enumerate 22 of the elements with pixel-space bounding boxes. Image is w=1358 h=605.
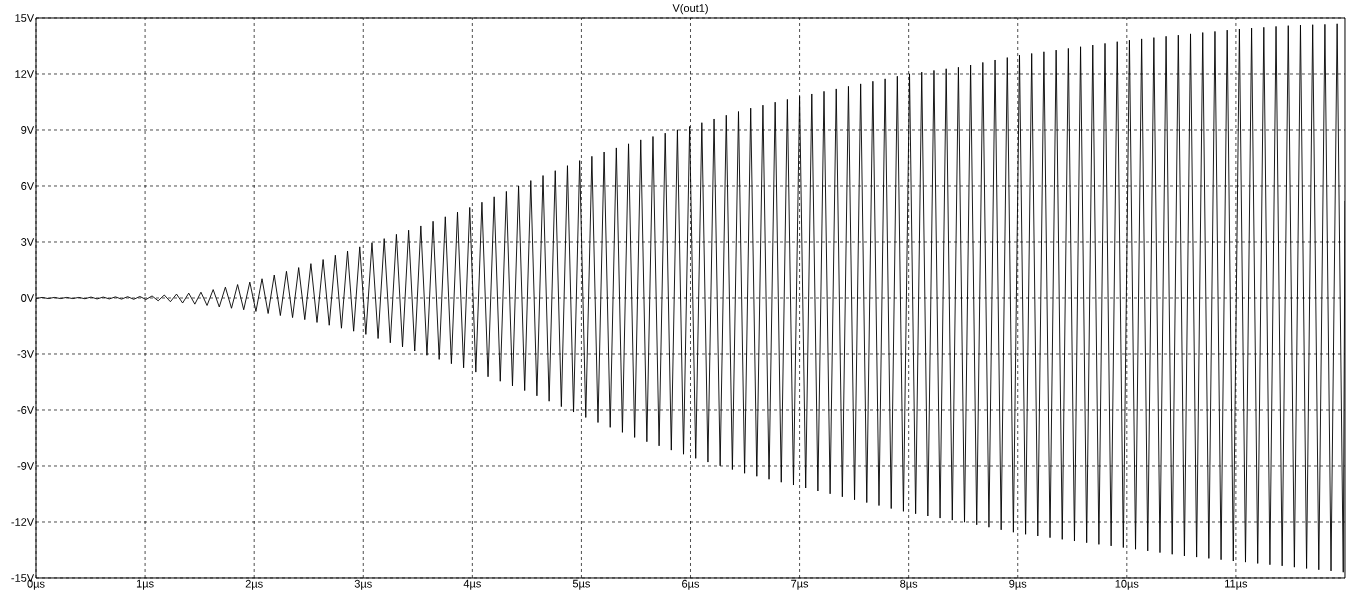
y-tick-label: 6V bbox=[21, 182, 35, 190]
x-tick-label: 11µs bbox=[1225, 579, 1248, 590]
x-tick-label: 2µs bbox=[245, 579, 263, 590]
x-tick-label: 10µs bbox=[1115, 579, 1139, 590]
chart-title: V(out1) bbox=[672, 3, 708, 15]
y-tick-label: 0V bbox=[21, 294, 35, 302]
x-tick-label: 6µs bbox=[682, 579, 700, 590]
y-tick-label: 9V bbox=[21, 126, 35, 134]
y-tick-label: -9V bbox=[17, 462, 35, 470]
x-tick-label: 1µs bbox=[136, 579, 154, 590]
x-tick-label: 9µs bbox=[1009, 579, 1027, 590]
x-tick-label: 7µs bbox=[791, 579, 809, 590]
y-tick-label: -12V bbox=[11, 518, 35, 526]
y-tick-label: 12V bbox=[15, 70, 35, 78]
x-tick-label: 4µs bbox=[463, 579, 481, 590]
y-tick-label: -6V bbox=[17, 406, 35, 414]
y-tick-label: 3V bbox=[21, 238, 35, 246]
x-tick-label: 5µs bbox=[572, 579, 590, 590]
y-tick-label: -3V bbox=[17, 350, 35, 358]
y-tick-label: 15V bbox=[15, 14, 35, 22]
x-tick-label: 3µs bbox=[354, 579, 372, 590]
x-tick-label: 8µs bbox=[900, 579, 918, 590]
